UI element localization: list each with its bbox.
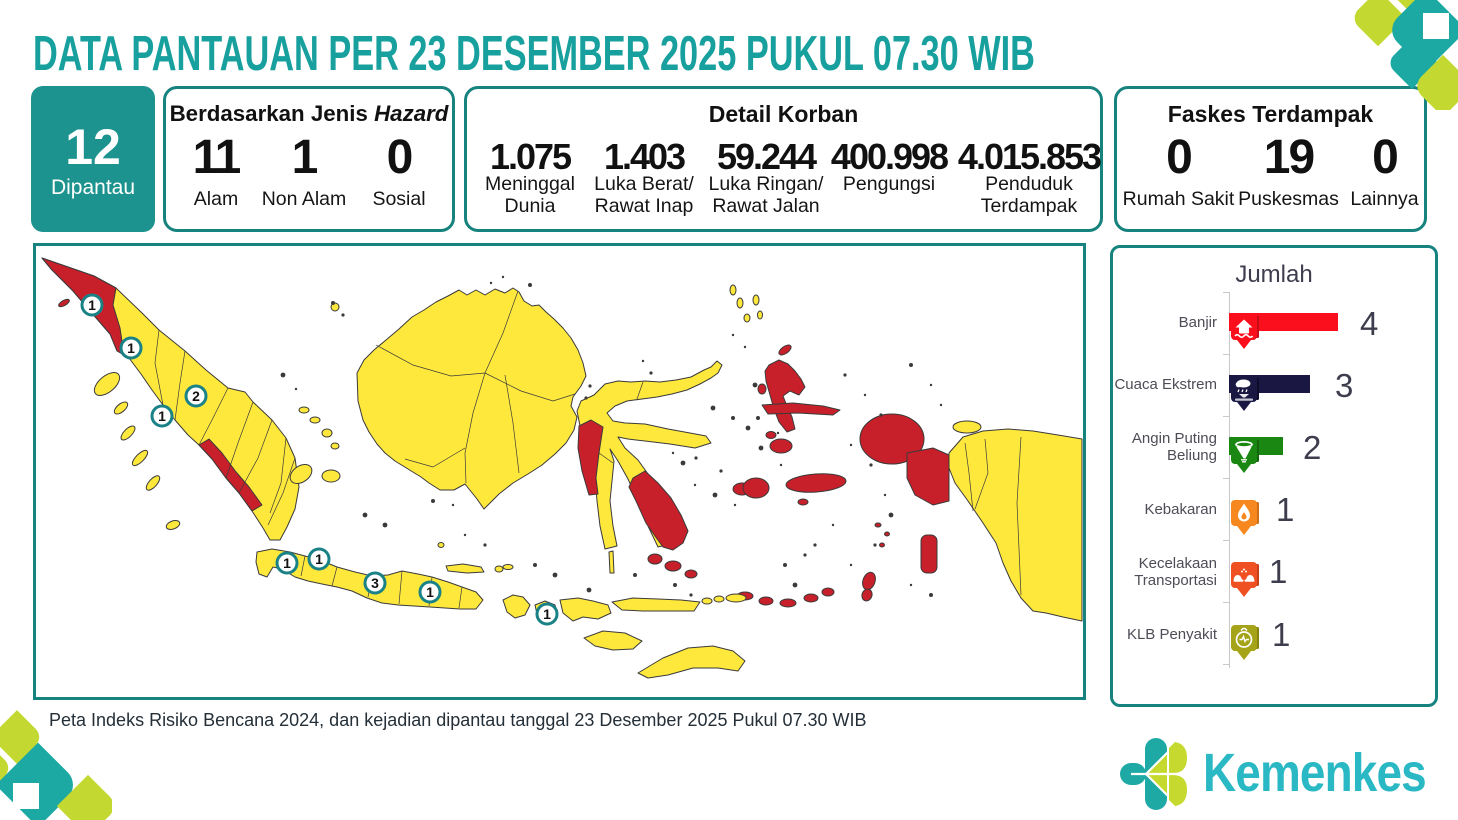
svg-text:1: 1 [158, 408, 166, 424]
svg-text:1: 1 [543, 606, 551, 622]
svg-text:2: 2 [192, 388, 200, 404]
svg-text:1: 1 [426, 584, 434, 600]
svg-text:1: 1 [315, 551, 323, 567]
svg-text:1: 1 [88, 297, 96, 313]
svg-text:1: 1 [127, 340, 135, 356]
svg-text:1: 1 [283, 555, 291, 571]
svg-text:3: 3 [371, 575, 379, 591]
